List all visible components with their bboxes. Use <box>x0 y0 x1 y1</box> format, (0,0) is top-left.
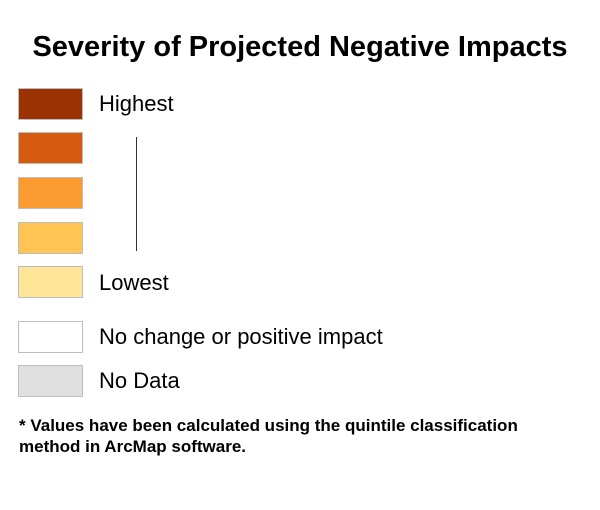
legend-swatch-class-2 <box>18 132 83 164</box>
severity-scale-line <box>136 137 137 251</box>
classification-footnote: * Values have been calculated using the … <box>19 416 518 456</box>
legend-label-no-change: No change or positive impact <box>99 324 383 349</box>
legend-swatch-lowest <box>18 266 83 298</box>
legend-swatch-no-data <box>18 365 83 397</box>
legend-label-no-data: No Data <box>99 368 180 393</box>
legend-swatch-class-4 <box>18 222 83 254</box>
legend-label-highest: Highest <box>99 91 174 116</box>
legend-swatch-no-change <box>18 321 83 353</box>
legend-title: Severity of Projected Negative Impacts <box>32 31 568 63</box>
legend-label-lowest: Lowest <box>99 270 169 295</box>
legend-swatch-highest <box>18 88 83 120</box>
legend-swatch-class-3 <box>18 177 83 209</box>
